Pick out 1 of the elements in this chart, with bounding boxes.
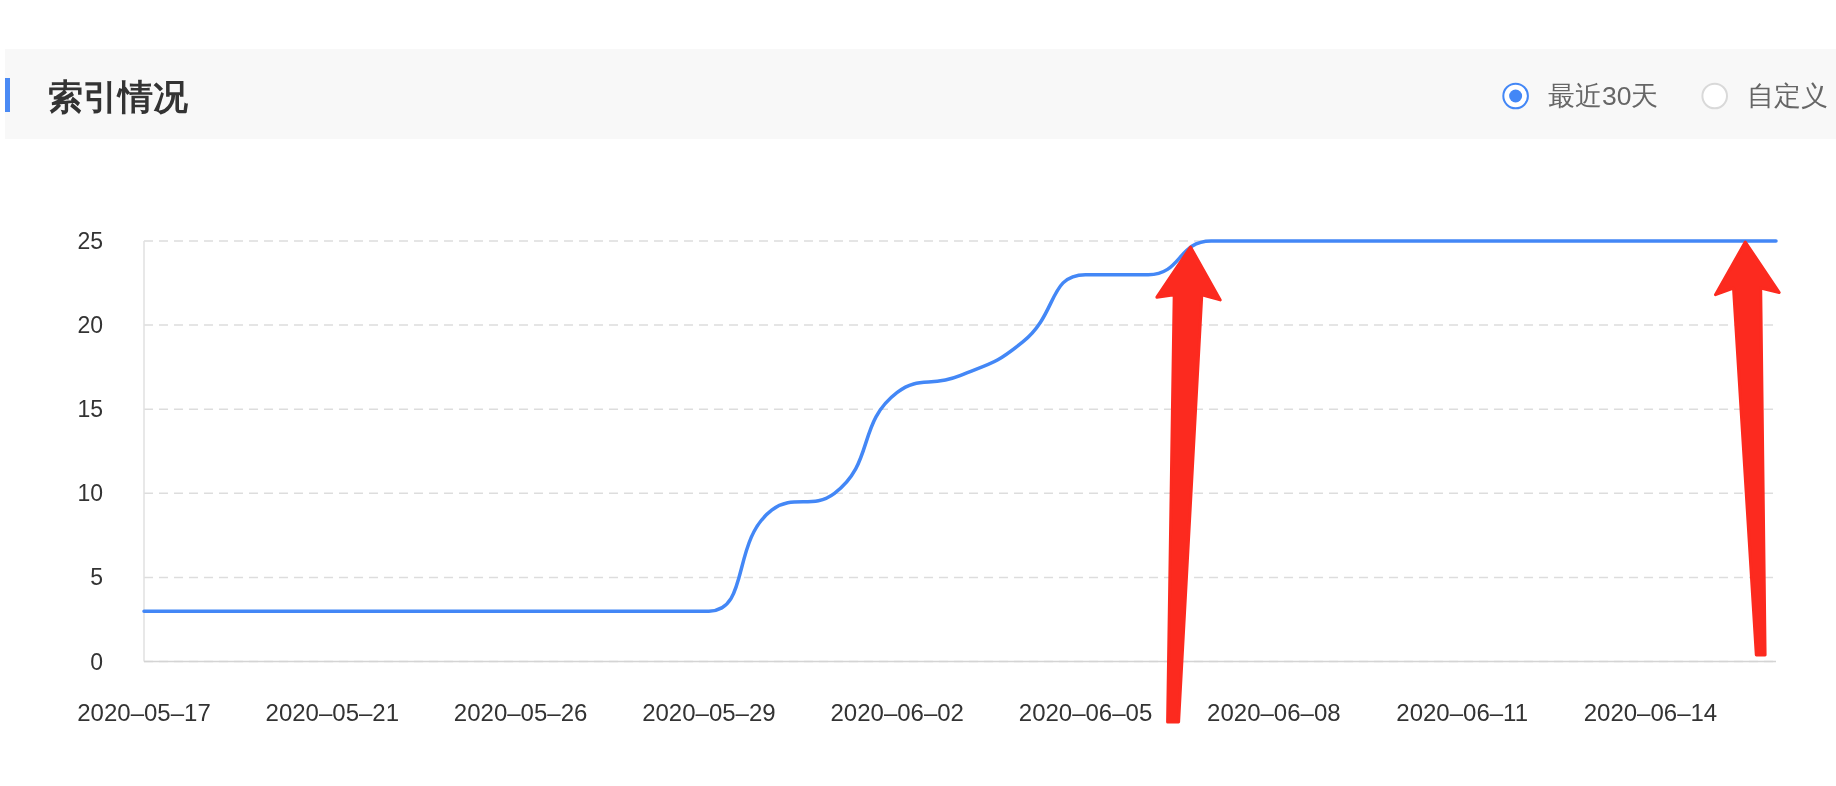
title: 索引情况 — [48, 76, 188, 116]
